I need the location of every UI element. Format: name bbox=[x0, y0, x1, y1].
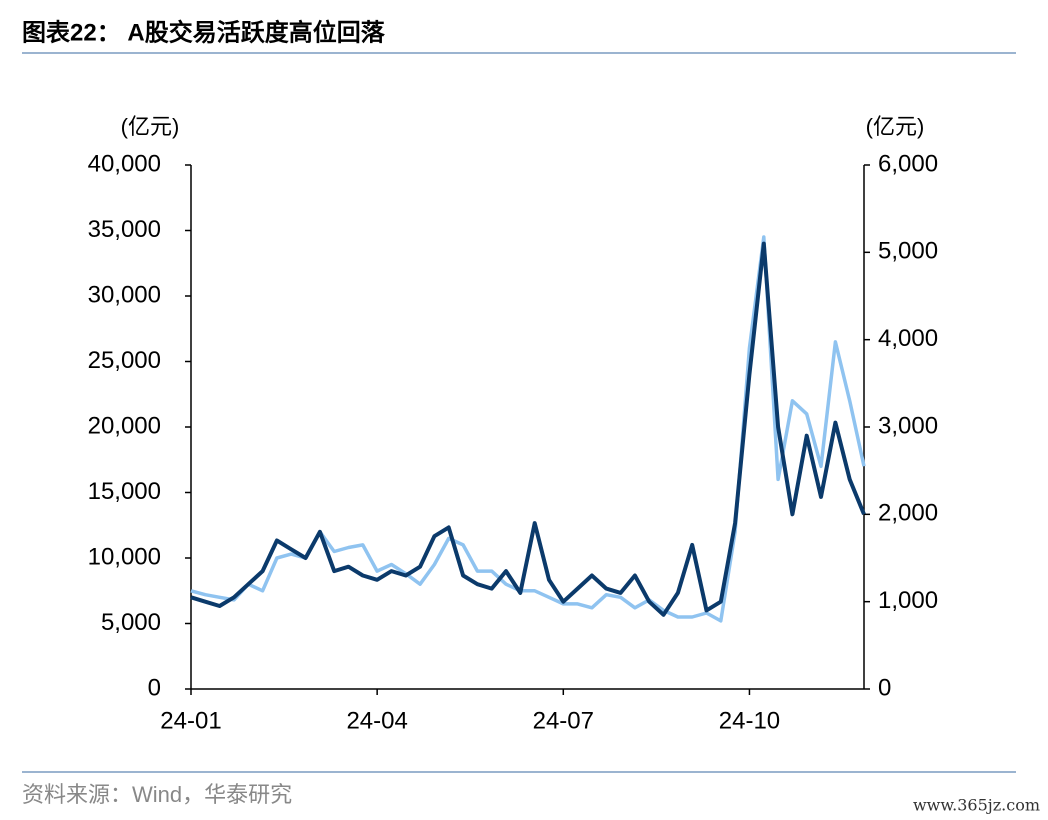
x-tick-label: 24-07 bbox=[533, 707, 594, 734]
page-title: 图表22： A股交易活跃度高位回落 bbox=[22, 18, 386, 46]
y2-tick-label: 6,000 bbox=[878, 150, 938, 177]
y2-tick-label: 5,000 bbox=[878, 238, 938, 265]
y-axis-label: (亿元) bbox=[121, 114, 180, 139]
y-tick-label: 10,000 bbox=[88, 543, 161, 570]
y2-tick-label: 3,000 bbox=[878, 412, 938, 439]
x-tick-label: 24-10 bbox=[719, 707, 780, 734]
y2-tick-label: 0 bbox=[878, 674, 891, 701]
y-tick-label: 0 bbox=[148, 674, 161, 701]
y-tick-label: 40,000 bbox=[88, 150, 161, 177]
y2-tick-label: 2,000 bbox=[878, 500, 938, 527]
y-tick-label: 35,000 bbox=[88, 216, 161, 243]
series-line bbox=[190, 241, 866, 617]
x-tick-label: 24-04 bbox=[346, 707, 407, 734]
x-tick-label: 24-01 bbox=[160, 707, 221, 734]
y2-axis-label: (亿元) bbox=[866, 114, 925, 139]
watermark: www.365jz.com bbox=[913, 796, 1040, 815]
y-tick-label: 15,000 bbox=[88, 478, 161, 505]
y-tick-label: 5,000 bbox=[101, 609, 161, 636]
y-tick-label: 20,000 bbox=[88, 412, 161, 439]
y-tick-label: 25,000 bbox=[88, 347, 161, 374]
y2-tick-label: 1,000 bbox=[878, 587, 938, 614]
y2-tick-label: 4,000 bbox=[878, 325, 938, 352]
source: 资料来源：Wind，华泰研究 bbox=[22, 782, 292, 807]
y-tick-label: 30,000 bbox=[88, 281, 161, 308]
